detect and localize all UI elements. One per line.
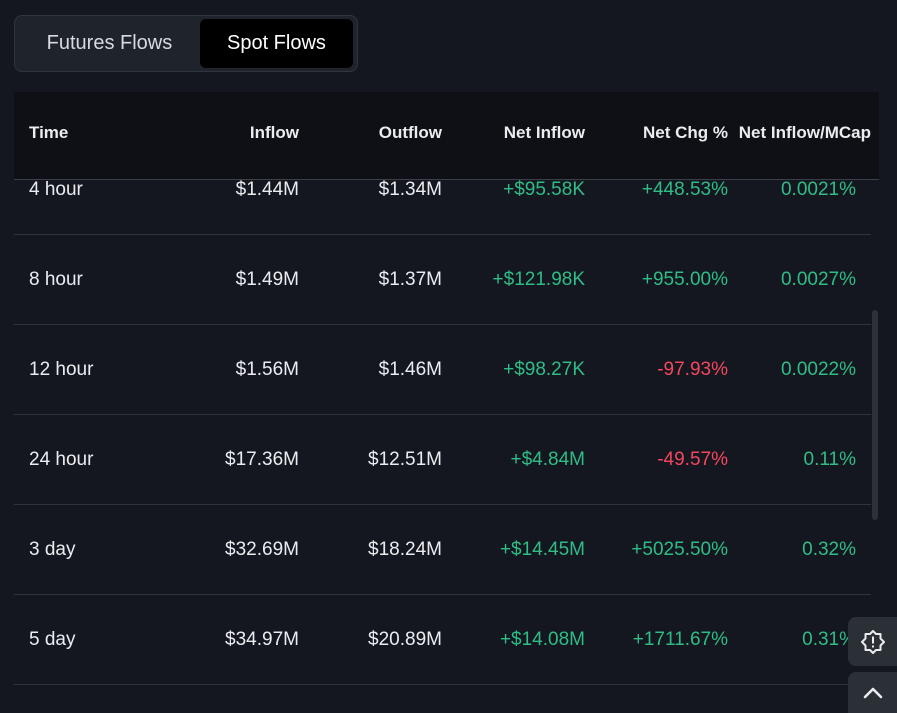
header-net-inflow: Net Inflow [503, 123, 585, 142]
cell-net-inflow-mcap: 0.11% [803, 449, 856, 470]
feedback-button[interactable] [848, 617, 897, 666]
chevron-up-icon [863, 687, 882, 698]
cell-net-inflow-mcap: 0.32% [802, 539, 856, 560]
cell-inflow: $32.69M [225, 539, 299, 560]
cell-outflow: $12.51M [368, 449, 442, 470]
header-net-inflow-mcap: Net Inflow/MCap [738, 123, 871, 142]
cell-net-inflow: +$4.84M [510, 449, 585, 470]
cell-net-inflow: +$95.58K [503, 179, 585, 200]
cell-inflow: $17.36M [225, 449, 299, 470]
cell-inflow: $1.56M [235, 359, 299, 380]
flows-table: 4 hour $1.44M $1.34M +$95.58K +448.53% 0.0021… [14, 92, 879, 713]
cell-net-inflow: +$121.98K [492, 269, 585, 290]
cell-time: 3 day [29, 539, 76, 560]
cell-time: 4 hour [29, 179, 83, 200]
table-row: 3 day $32.69M $18.24M +$14.45M +5025.50% 0.32… [14, 505, 871, 595]
flows-tab-group: Futures Flows Spot Flows [14, 15, 358, 72]
table-body: 4 hour $1.44M $1.34M +$95.58K +448.53% 0.0021… [14, 145, 871, 685]
cell-time: 5 day [29, 629, 76, 650]
header-net-chg: Net Chg % [643, 123, 728, 142]
table-row: 8 hour $1.49M $1.37M +$121.98K +955.00% 0.002… [14, 235, 871, 325]
table-header: Time Inflow Outflow Net Inflow Net Chg %… [14, 92, 879, 180]
table-row: 12 hour $1.56M $1.46M +$98.27K -97.93% 0.0022… [14, 325, 871, 415]
cell-net-inflow-mcap: 0.0021% [780, 179, 856, 200]
cell-net-chg: +5025.50% [631, 539, 728, 560]
back-to-top-button[interactable] [848, 672, 897, 713]
cell-net-inflow: +$14.08M [499, 629, 585, 650]
scrollbar-thumb[interactable] [872, 310, 878, 520]
header-inflow: Inflow [249, 123, 299, 142]
cell-net-chg: +448.53% [641, 179, 728, 200]
cell-time: 8 hour [29, 269, 83, 290]
table-row: 5 day $34.97M $20.89M +$14.08M +1711.67% 0.31… [14, 595, 871, 685]
cell-inflow: $34.97M [225, 629, 299, 650]
cell-net-inflow: +$14.45M [499, 539, 585, 560]
cell-net-chg: -97.93% [657, 359, 728, 380]
cell-inflow: $1.44M [235, 179, 299, 200]
cell-net-chg: -49.57% [657, 449, 728, 470]
tab-futures-flows[interactable]: Futures Flows [46, 32, 173, 54]
cell-outflow: $1.46M [378, 359, 442, 380]
table-scrollbar[interactable] [871, 180, 879, 713]
cell-net-chg: +955.00% [641, 269, 728, 290]
cell-outflow: $18.24M [368, 539, 442, 560]
cell-net-inflow: +$98.27K [503, 359, 585, 380]
cell-time: 12 hour [29, 359, 94, 380]
cell-outflow: $1.34M [378, 179, 442, 200]
cell-time: 24 hour [29, 449, 94, 470]
cell-outflow: $1.37M [378, 269, 442, 290]
cell-inflow: $1.49M [235, 269, 299, 290]
tab-spot-flows[interactable]: Spot Flows [199, 19, 353, 68]
feedback-icon [860, 629, 885, 654]
cell-net-inflow-mcap: 0.0022% [780, 359, 856, 380]
cell-net-inflow-mcap: 0.31% [802, 629, 856, 650]
cell-net-chg: +1711.67% [632, 629, 728, 650]
cell-net-inflow-mcap: 0.0027% [780, 269, 856, 290]
header-outflow: Outflow [378, 123, 442, 142]
header-time: Time [29, 123, 69, 142]
cell-outflow: $20.89M [368, 629, 442, 650]
table-row: 24 hour $17.36M $12.51M +$4.84M -49.57% 0.11% [14, 415, 871, 505]
table-row: 4 hour $1.44M $1.34M +$95.58K +448.53% 0.0021… [14, 145, 871, 235]
